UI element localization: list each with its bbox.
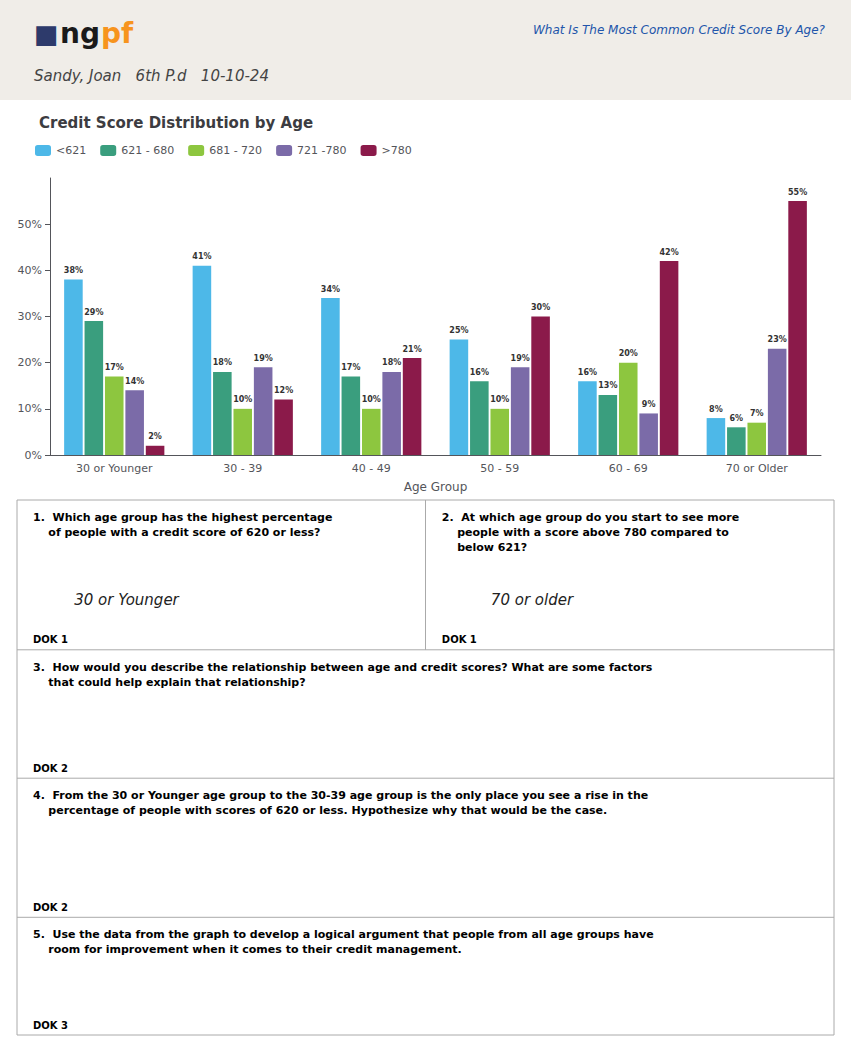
svg-text:23%: 23% xyxy=(768,335,787,344)
svg-text:4. From the 30 or Younger age: 4. From the 30 or Younger age group to t… xyxy=(33,789,648,802)
svg-text:6%: 6% xyxy=(730,414,744,423)
svg-text:pf: pf xyxy=(101,17,134,50)
svg-text:621 - 680: 621 - 680 xyxy=(121,144,174,157)
svg-text:17%: 17% xyxy=(105,363,124,372)
svg-text:2%: 2% xyxy=(148,432,162,441)
svg-text:What Is The Most Common Credit: What Is The Most Common Credit Score By … xyxy=(533,23,826,37)
svg-text:34%: 34% xyxy=(321,285,340,294)
svg-text:21%: 21% xyxy=(403,345,422,354)
svg-text:14%: 14% xyxy=(125,377,144,386)
svg-text:2. At which age group do you: 2. At which age group do you start to se… xyxy=(442,511,739,524)
svg-text:13%: 13% xyxy=(598,381,617,390)
svg-text:681 - 720: 681 - 720 xyxy=(209,144,262,157)
svg-text:8%: 8% xyxy=(709,405,723,414)
svg-text:7%: 7% xyxy=(750,409,764,418)
svg-text:19%: 19% xyxy=(254,354,273,363)
svg-text:DOK 1: DOK 1 xyxy=(442,634,477,645)
svg-text:19%: 19% xyxy=(511,354,530,363)
svg-text:DOK 1: DOK 1 xyxy=(33,634,68,645)
svg-text:■: ■ xyxy=(34,19,59,49)
svg-text:DOK 2: DOK 2 xyxy=(33,902,68,913)
svg-text:0%: 0% xyxy=(25,449,42,462)
svg-text:40%: 40% xyxy=(18,264,42,277)
svg-text:40 - 49: 40 - 49 xyxy=(352,462,391,475)
svg-text:room for improvement when it c: room for improvement when it comes to th… xyxy=(33,943,462,956)
svg-text:70 or Older: 70 or Older xyxy=(726,462,789,475)
svg-text:55%: 55% xyxy=(788,188,807,197)
svg-text:41%: 41% xyxy=(192,252,211,261)
svg-text:10%: 10% xyxy=(490,395,509,404)
svg-text:38%: 38% xyxy=(64,266,83,275)
svg-text:30 - 39: 30 - 39 xyxy=(223,462,262,475)
svg-text:1. Which age group has the hi: 1. Which age group has the highest perce… xyxy=(33,511,332,524)
svg-text:42%: 42% xyxy=(660,248,679,257)
svg-text:<621: <621 xyxy=(56,144,86,157)
svg-text:30%: 30% xyxy=(18,310,42,323)
svg-text:50%: 50% xyxy=(18,218,42,231)
svg-text:25%: 25% xyxy=(449,326,468,335)
svg-text:5. Use the data from the grap: 5. Use the data from the graph to develo… xyxy=(33,928,654,941)
svg-text:percentage of people with scor: percentage of people with scores of 620 … xyxy=(33,804,607,817)
svg-text:of people with a credit score: of people with a credit score of 620 or … xyxy=(33,526,320,539)
svg-text:DOK 3: DOK 3 xyxy=(33,1020,68,1031)
svg-text:9%: 9% xyxy=(642,400,656,409)
svg-text:12%: 12% xyxy=(274,386,293,395)
svg-text:721 -780: 721 -780 xyxy=(297,144,346,157)
svg-text:below 621?: below 621? xyxy=(442,541,527,554)
svg-text:60 - 69: 60 - 69 xyxy=(609,462,648,475)
svg-text:10%: 10% xyxy=(362,395,381,404)
svg-text:16%: 16% xyxy=(578,368,597,377)
svg-text:people with a score above 780: people with a score above 780 compared t… xyxy=(442,526,729,539)
svg-text:50 - 59: 50 - 59 xyxy=(480,462,519,475)
svg-text:70 or older: 70 or older xyxy=(491,591,574,609)
svg-text:10%: 10% xyxy=(18,402,42,415)
svg-text:16%: 16% xyxy=(470,368,489,377)
svg-text:18%: 18% xyxy=(382,358,401,367)
svg-text:17%: 17% xyxy=(341,363,360,372)
svg-text:20%: 20% xyxy=(619,349,638,358)
svg-text:20%: 20% xyxy=(18,356,42,369)
svg-text:30 or Younger: 30 or Younger xyxy=(74,591,179,609)
svg-text:30%: 30% xyxy=(531,303,550,312)
svg-text:DOK 2: DOK 2 xyxy=(33,763,68,774)
svg-text:30 or Younger: 30 or Younger xyxy=(76,462,153,475)
svg-text:18%: 18% xyxy=(213,358,232,367)
svg-text:3. How would you describe the: 3. How would you describe the relationsh… xyxy=(33,661,653,674)
svg-text:Sandy, Joan 6th P.d 10-10-: Sandy, Joan 6th P.d 10-10-24 xyxy=(34,67,269,85)
svg-text:ng: ng xyxy=(60,17,100,50)
svg-text:that could help explain that r: that could help explain that relationshi… xyxy=(33,676,306,689)
svg-text:>780: >780 xyxy=(382,144,412,157)
svg-text:29%: 29% xyxy=(84,308,103,317)
svg-text:Age Group: Age Group xyxy=(404,480,468,494)
svg-text:10%: 10% xyxy=(233,395,252,404)
svg-text:Credit Score Distribution by A: Credit Score Distribution by Age xyxy=(39,114,313,132)
